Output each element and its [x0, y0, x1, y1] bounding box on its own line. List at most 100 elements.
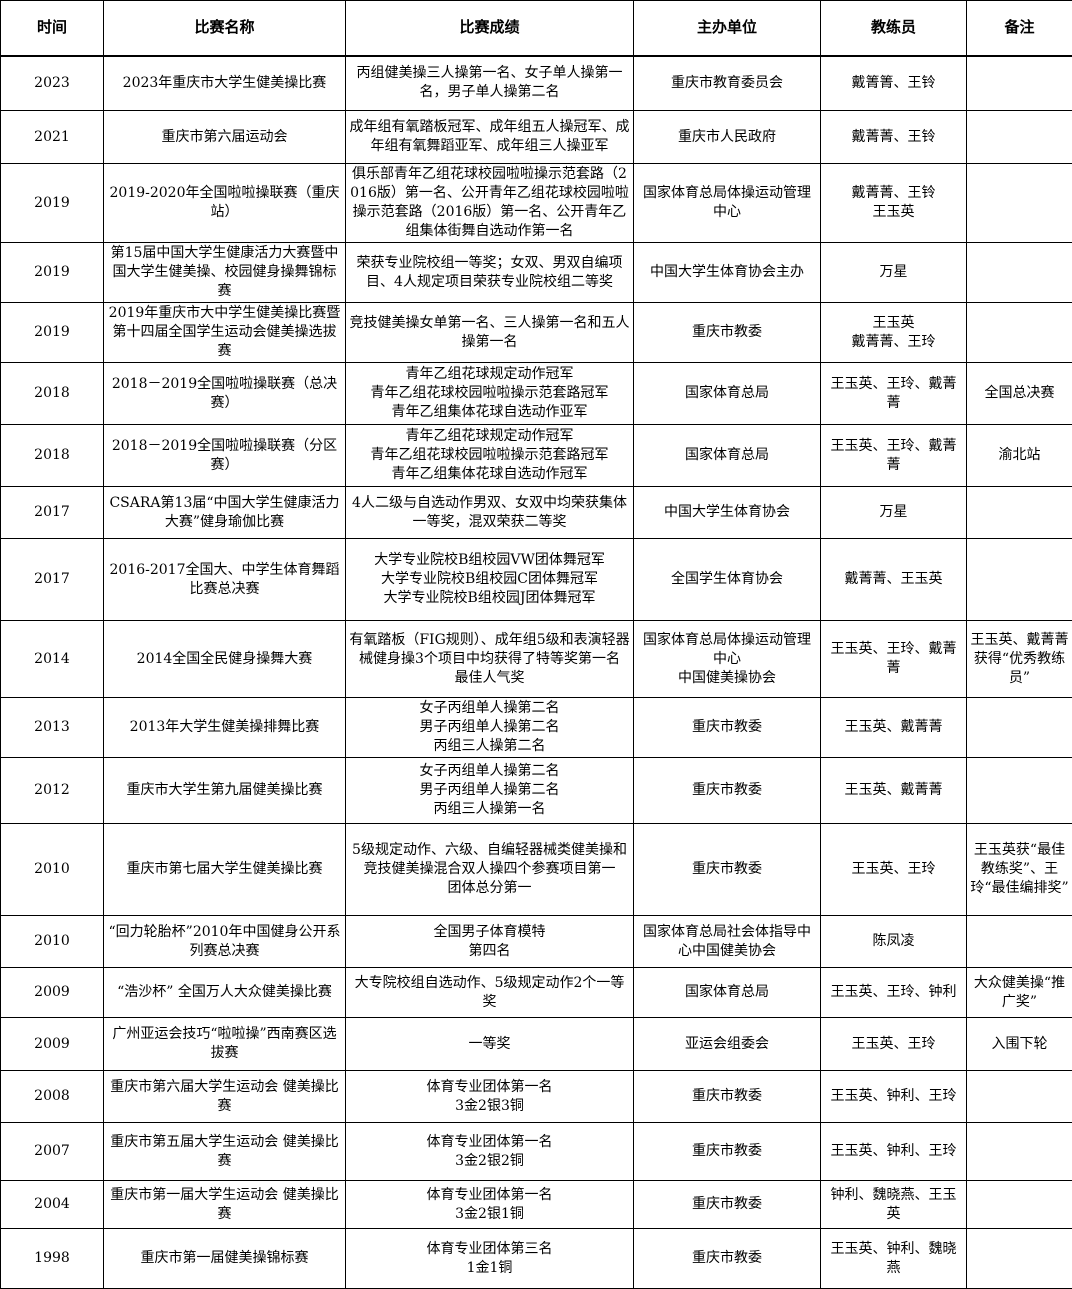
cell-year: 2019: [1, 303, 104, 363]
cell-organizer: 全国学生体育协会: [634, 539, 821, 621]
cell-result: 丙组健美操三人操第一名、女子单人操第一名，男子单人操第二名: [346, 56, 634, 111]
cell-coach: 王玉英、钟利、魏晓燕: [821, 1229, 967, 1289]
cell-organizer: 国家体育总局体操运动管理中心: [634, 164, 821, 243]
cell-year: 2004: [1, 1181, 104, 1229]
cell-name: 重庆市第六届运动会: [104, 111, 346, 164]
cell-organizer: 重庆市人民政府: [634, 111, 821, 164]
cell-coach: 王玉英、王玲、戴菁菁: [821, 621, 967, 698]
col-header-coach: 教练员: [821, 1, 967, 56]
cell-organizer: 中国大学生体育协会主办: [634, 243, 821, 303]
cell-name: 重庆市第一届大学生运动会 健美操比赛: [104, 1181, 346, 1229]
cell-year: 2007: [1, 1123, 104, 1181]
cell-organizer: 重庆市教委: [634, 758, 821, 824]
cell-year: 2018: [1, 425, 104, 487]
cell-coach: 钟利、魏晓燕、王玉英: [821, 1181, 967, 1229]
cell-note: 渝北站: [967, 425, 1072, 487]
cell-note: [967, 698, 1072, 758]
cell-result: 大学专业院校B组校园VW团体舞冠军 大学专业院校B组校园C团体舞冠军 大学专业院…: [346, 539, 634, 621]
cell-result: 体育专业团体第一名 3金2银1铜: [346, 1181, 634, 1229]
cell-result: 体育专业团体第一名 3金2银2铜: [346, 1123, 634, 1181]
cell-organizer: 中国大学生体育协会: [634, 487, 821, 539]
cell-note: 王玉英、戴菁菁获得“优秀教练员”: [967, 621, 1072, 698]
cell-name: 重庆市大学生第九届健美操比赛: [104, 758, 346, 824]
cell-result: 俱乐部青年乙组花球校园啦啦操示范套路（2016版）第一名、公开青年乙组花球校园啦…: [346, 164, 634, 243]
cell-name: 2019-2020年全国啦啦操联赛（重庆站）: [104, 164, 346, 243]
cell-note: [967, 539, 1072, 621]
col-header-organizer: 主办单位: [634, 1, 821, 56]
cell-coach: 万星: [821, 243, 967, 303]
cell-year: 2009: [1, 968, 104, 1018]
cell-coach: 王玉英、戴菁菁: [821, 698, 967, 758]
cell-note: [967, 1181, 1072, 1229]
cell-result: 女子丙组单人操第二名 男子丙组单人操第二名 丙组三人操第二名: [346, 698, 634, 758]
cell-coach: 戴菁菁、王铃: [821, 111, 967, 164]
cell-coach: 陈凤凌: [821, 916, 967, 968]
cell-note: 全国总决赛: [967, 363, 1072, 425]
cell-name: 2014全国全民健身操舞大赛: [104, 621, 346, 698]
cell-organizer: 亚运会组委会: [634, 1018, 821, 1071]
cell-result: 成年组有氧踏板冠军、成年组五人操冠军、成年组有氧舞蹈亚军、成年组三人操亚军: [346, 111, 634, 164]
cell-name: 2019年重庆市大中学生健美操比赛暨第十四届全国学生运动会健美操选拔赛: [104, 303, 346, 363]
cell-name: 重庆市第七届大学生健美操比赛: [104, 824, 346, 916]
cell-result: 全国男子体育模特 第四名: [346, 916, 634, 968]
cell-note: [967, 243, 1072, 303]
cell-year: 2019: [1, 243, 104, 303]
cell-note: [967, 1071, 1072, 1123]
cell-name: 2018－2019全国啦啦操联赛（分区赛）: [104, 425, 346, 487]
cell-note: [967, 916, 1072, 968]
cell-organizer: 重庆市教委: [634, 1071, 821, 1123]
cell-coach: 戴菁菁、王玉英: [821, 539, 967, 621]
col-header-competition: 比赛名称: [104, 1, 346, 56]
cell-year: 2014: [1, 621, 104, 698]
cell-result: 体育专业团体第一名 3金2银3铜: [346, 1071, 634, 1123]
table-row: 2010“回力轮胎杯”2010年中国健身公开系列赛总决赛全国男子体育模特 第四名…: [1, 916, 1072, 968]
cell-note: [967, 487, 1072, 539]
cell-coach: 王玉英、钟利、王玲: [821, 1123, 967, 1181]
cell-name: CSARA第13届“中国大学生健康活力大赛”健身瑜伽比赛: [104, 487, 346, 539]
cell-organizer: 国家体育总局社会体指导中心中国健美协会: [634, 916, 821, 968]
cell-coach: 王玉英、王玲、戴菁菁: [821, 363, 967, 425]
cell-name: 第15届中国大学生健康活力大赛暨中国大学生健美操、校园健身操舞锦标赛: [104, 243, 346, 303]
cell-note: [967, 56, 1072, 111]
cell-result: 体育专业团体第三名 1金1铜: [346, 1229, 634, 1289]
cell-note: 入围下轮: [967, 1018, 1072, 1071]
cell-organizer: 国家体育总局: [634, 425, 821, 487]
cell-name: 2016-2017全国大、中学生体育舞蹈比赛总决赛: [104, 539, 346, 621]
cell-note: [967, 1123, 1072, 1181]
cell-organizer: 重庆市教委: [634, 303, 821, 363]
cell-name: 重庆市第一届健美操锦标赛: [104, 1229, 346, 1289]
cell-organizer: 重庆市教育委员会: [634, 56, 821, 111]
col-header-year: 时间: [1, 1, 104, 56]
cell-note: [967, 303, 1072, 363]
cell-year: 2019: [1, 164, 104, 243]
cell-note: [967, 758, 1072, 824]
cell-coach: 王玉英 戴菁菁、王玲: [821, 303, 967, 363]
cell-name: 重庆市第五届大学生运动会 健美操比赛: [104, 1123, 346, 1181]
cell-organizer: 重庆市教委: [634, 698, 821, 758]
cell-organizer: 重庆市教委: [634, 824, 821, 916]
cell-coach: 王玉英、王玲、钟利: [821, 968, 967, 1018]
col-header-result: 比赛成绩: [346, 1, 634, 56]
cell-result: 青年乙组花球规定动作冠军 青年乙组花球校园啦啦操示范套路冠军 青年乙组集体花球自…: [346, 363, 634, 425]
cell-year: 2017: [1, 487, 104, 539]
cell-organizer: 国家体育总局体操运动管理中心 中国健美操协会: [634, 621, 821, 698]
header-row: 时间 比赛名称 比赛成绩 主办单位 教练员 备注: [1, 1, 1072, 56]
cell-year: 2012: [1, 758, 104, 824]
cell-result: 竞技健美操女单第一名、三人操第一名和五人操第一名: [346, 303, 634, 363]
cell-year: 1998: [1, 1229, 104, 1289]
cell-name: 2018－2019全国啦啦操联赛（总决赛）: [104, 363, 346, 425]
